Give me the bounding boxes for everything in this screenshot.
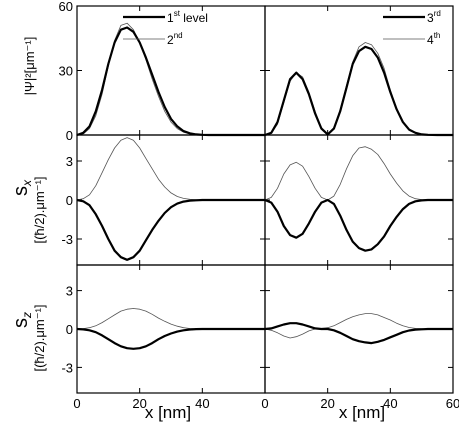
xtick-label-0: 0 xyxy=(73,396,80,411)
ylabel-sx-unit-text: [(ħ/2).μm⁻¹] xyxy=(32,176,47,243)
ytick-label-sx: 3 xyxy=(66,154,73,169)
ylabel-sz-sub: z xyxy=(20,312,34,319)
legend-label-0-1: 2nd xyxy=(167,31,183,47)
ylabel-sx-unit: [(ħ/2).μm⁻¹] xyxy=(32,176,47,243)
ytick-label-sx: -3 xyxy=(61,232,73,247)
ylabel-sz-symbol: sz xyxy=(10,312,34,328)
xlabel-left: x [nm] xyxy=(145,403,191,422)
series-thick-psi-1 xyxy=(264,45,453,137)
series-thin-sx-1 xyxy=(264,146,453,201)
series-thin-sz-1 xyxy=(264,313,453,339)
ylabel-sx-symbol: sx xyxy=(10,179,34,196)
series-thick-sx-1 xyxy=(264,198,453,252)
ytick-label-sz: 0 xyxy=(66,322,73,337)
ytick-label-sz: -3 xyxy=(61,360,73,375)
ylabel-sx-s: s xyxy=(10,186,32,196)
ytick-label-psi: 30 xyxy=(59,64,73,79)
ylabel-sz-unit-text: [(ħ/2).μm⁻¹] xyxy=(32,304,47,371)
legend-label-0-0: 1st level xyxy=(167,9,208,25)
ylabel-psi: |Ψ|²[μm⁻¹] xyxy=(22,37,37,96)
legend-label-1-1: 4th xyxy=(427,31,440,47)
series-thin-sx-0 xyxy=(76,137,265,201)
xtick-label-1: 60 xyxy=(446,396,459,411)
xtick-label-0: 40 xyxy=(195,396,209,411)
ylabel-psi-text: |Ψ|²[μm⁻¹] xyxy=(22,37,37,96)
ytick-label-psi: 0 xyxy=(66,128,73,143)
series-thin-psi-1 xyxy=(264,42,453,136)
ytick-label-sx: 0 xyxy=(66,193,73,208)
xtick-label-1: 40 xyxy=(383,396,397,411)
panel-frame-psi-1 xyxy=(264,5,454,136)
series-thick-sz-0 xyxy=(76,327,265,350)
panel-frame-psi-0 xyxy=(76,5,266,136)
svg-text:sx: sx xyxy=(10,179,34,196)
xtick-label-1: 0 xyxy=(261,396,268,411)
ylabel-sx-sub: x xyxy=(20,179,34,187)
ytick-label-psi: 60 xyxy=(59,0,73,14)
series-thick-sx-0 xyxy=(76,198,265,261)
xtick-label-1: 20 xyxy=(320,396,334,411)
xlabel-right: x [nm] xyxy=(339,403,385,422)
svg-text:sz: sz xyxy=(10,312,34,328)
series-thin-sz-0 xyxy=(76,308,265,330)
ytick-label-sz: 3 xyxy=(66,284,73,299)
ylabel-sz-s: s xyxy=(10,318,32,328)
ylabel-sz-unit: [(ħ/2).μm⁻¹] xyxy=(32,304,47,371)
xtick-label-0: 20 xyxy=(132,396,146,411)
legend-label-1-0: 3rd xyxy=(427,9,441,25)
series-thick-sz-1 xyxy=(264,322,453,345)
